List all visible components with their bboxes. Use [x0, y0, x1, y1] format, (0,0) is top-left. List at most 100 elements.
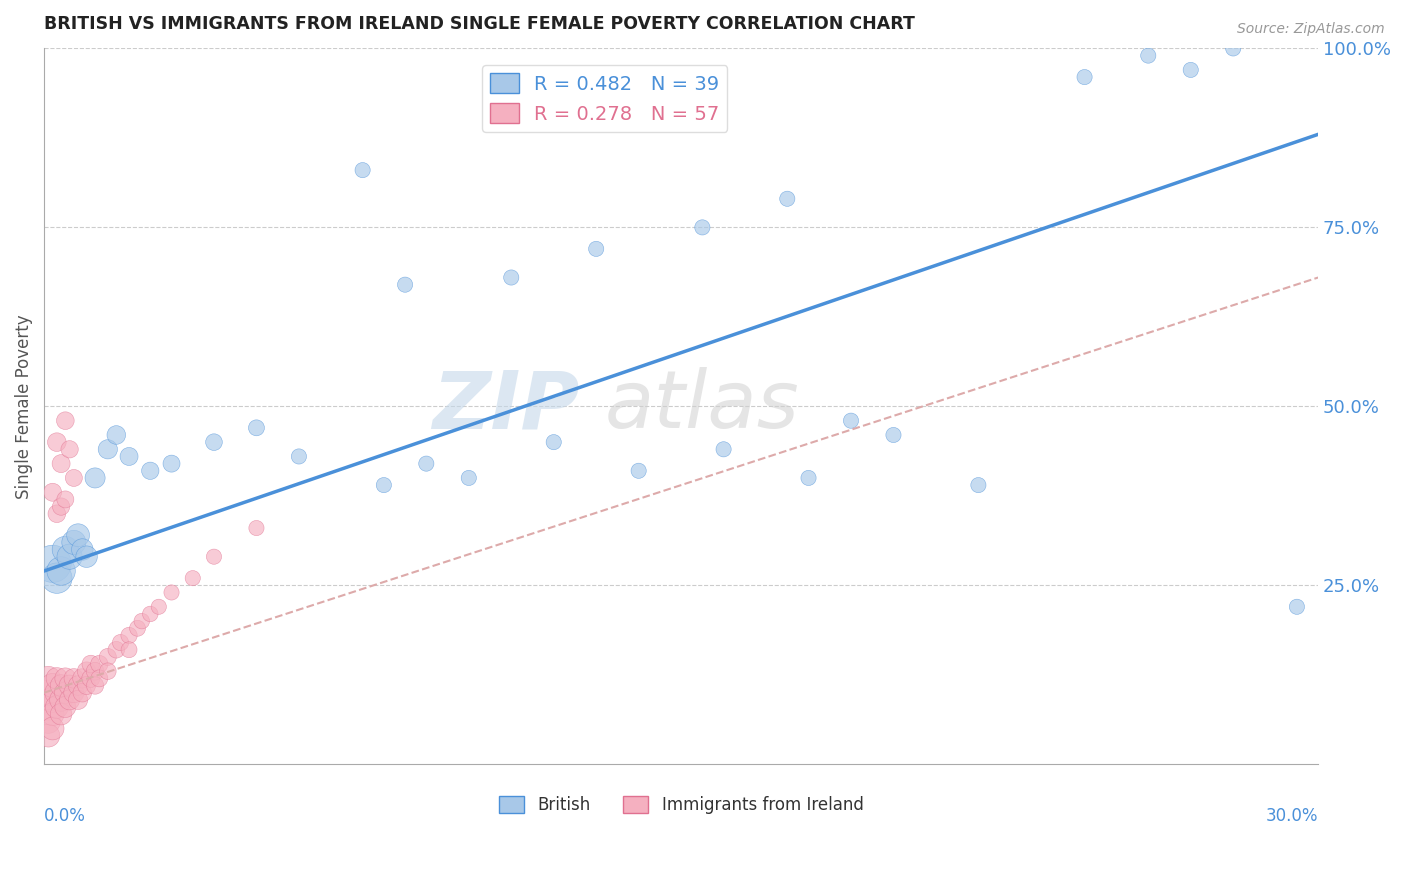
Point [457, 471, 479, 485]
Point [45, 672, 67, 686]
Point [53, 672, 76, 686]
Point [45, 686, 67, 700]
Point [394, 277, 416, 292]
Point [80, 672, 103, 686]
Point [37, 714, 59, 729]
Point [53, 492, 76, 507]
Point [797, 471, 820, 485]
Point [585, 242, 607, 256]
Point [53, 686, 76, 700]
Point [118, 628, 141, 642]
Point [89, 657, 111, 671]
Point [49, 693, 72, 707]
Point [352, 163, 374, 178]
Point [49, 457, 72, 471]
Point [1285, 599, 1308, 614]
Point [160, 585, 183, 599]
Point [882, 428, 904, 442]
Point [118, 450, 141, 464]
Point [41, 693, 63, 707]
Point [72, 542, 94, 557]
Text: Source: ZipAtlas.com: Source: ZipAtlas.com [1237, 22, 1385, 37]
Point [713, 442, 735, 457]
Point [84, 679, 107, 693]
Point [105, 428, 128, 442]
Point [97, 442, 120, 457]
Point [692, 220, 714, 235]
Point [37, 672, 59, 686]
Point [72, 672, 94, 686]
Point [160, 457, 183, 471]
Point [67, 693, 90, 707]
Point [67, 528, 90, 542]
Point [967, 478, 990, 492]
Text: BRITISH VS IMMIGRANTS FROM IRELAND SINGLE FEMALE POVERTY CORRELATION CHART: BRITISH VS IMMIGRANTS FROM IRELAND SINGL… [44, 15, 915, 33]
Point [58, 679, 80, 693]
Point [127, 621, 149, 635]
Point [89, 672, 111, 686]
Point [58, 693, 80, 707]
Point [543, 435, 565, 450]
Point [41, 557, 63, 571]
Point [49, 500, 72, 514]
Point [41, 679, 63, 693]
Point [1180, 62, 1202, 77]
Point [63, 535, 86, 549]
Point [415, 457, 437, 471]
Point [80, 657, 103, 671]
Point [41, 722, 63, 736]
Point [97, 664, 120, 678]
Point [37, 700, 59, 714]
Point [45, 700, 67, 714]
Point [501, 270, 523, 285]
Point [49, 564, 72, 578]
Point [63, 471, 86, 485]
Legend: British, Immigrants from Ireland: British, Immigrants from Ireland [492, 789, 870, 821]
Point [53, 700, 76, 714]
Point [84, 664, 107, 678]
Point [1137, 48, 1160, 62]
Point [105, 642, 128, 657]
Point [58, 549, 80, 564]
Point [139, 607, 162, 621]
Point [53, 414, 76, 428]
Point [118, 642, 141, 657]
Point [148, 599, 170, 614]
Point [37, 686, 59, 700]
Point [53, 542, 76, 557]
Point [37, 729, 59, 743]
Point [627, 464, 650, 478]
Point [245, 421, 267, 435]
Y-axis label: Single Female Poverty: Single Female Poverty [15, 314, 32, 499]
Point [76, 664, 98, 678]
Text: ZIP: ZIP [432, 368, 579, 445]
Point [76, 679, 98, 693]
Point [202, 549, 225, 564]
Point [49, 707, 72, 722]
Point [97, 649, 120, 664]
Point [63, 686, 86, 700]
Text: atlas: atlas [605, 368, 800, 445]
Point [41, 707, 63, 722]
Point [139, 464, 162, 478]
Point [373, 478, 395, 492]
Point [202, 435, 225, 450]
Point [58, 442, 80, 457]
Point [63, 672, 86, 686]
Point [181, 571, 204, 585]
Point [76, 549, 98, 564]
Point [1222, 41, 1244, 55]
Point [45, 571, 67, 585]
Text: 30.0%: 30.0% [1265, 807, 1319, 825]
Point [131, 614, 153, 628]
Point [839, 414, 862, 428]
Point [49, 679, 72, 693]
Point [67, 679, 90, 693]
Point [41, 485, 63, 500]
Point [245, 521, 267, 535]
Point [72, 686, 94, 700]
Point [110, 635, 132, 649]
Point [84, 471, 107, 485]
Text: 0.0%: 0.0% [44, 807, 86, 825]
Point [776, 192, 799, 206]
